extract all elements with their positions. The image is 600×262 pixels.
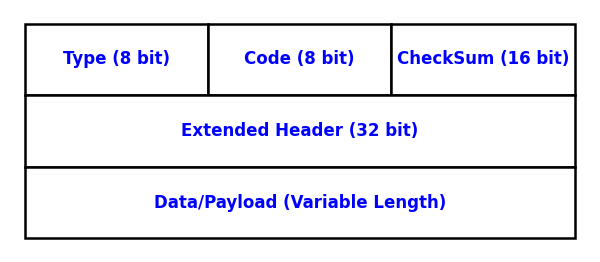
Bar bbox=[208, 24, 391, 95]
Bar bbox=[25, 24, 208, 95]
Bar bbox=[391, 24, 575, 95]
Text: Extended Header (32 bit): Extended Header (32 bit) bbox=[181, 122, 419, 140]
Text: Code (8 bit): Code (8 bit) bbox=[244, 50, 355, 68]
Bar bbox=[25, 167, 575, 238]
Text: Data/Payload (Variable Length): Data/Payload (Variable Length) bbox=[154, 194, 446, 211]
Text: CheckSum (16 bit): CheckSum (16 bit) bbox=[397, 50, 569, 68]
Text: Type (8 bit): Type (8 bit) bbox=[63, 50, 170, 68]
Bar bbox=[25, 95, 575, 167]
